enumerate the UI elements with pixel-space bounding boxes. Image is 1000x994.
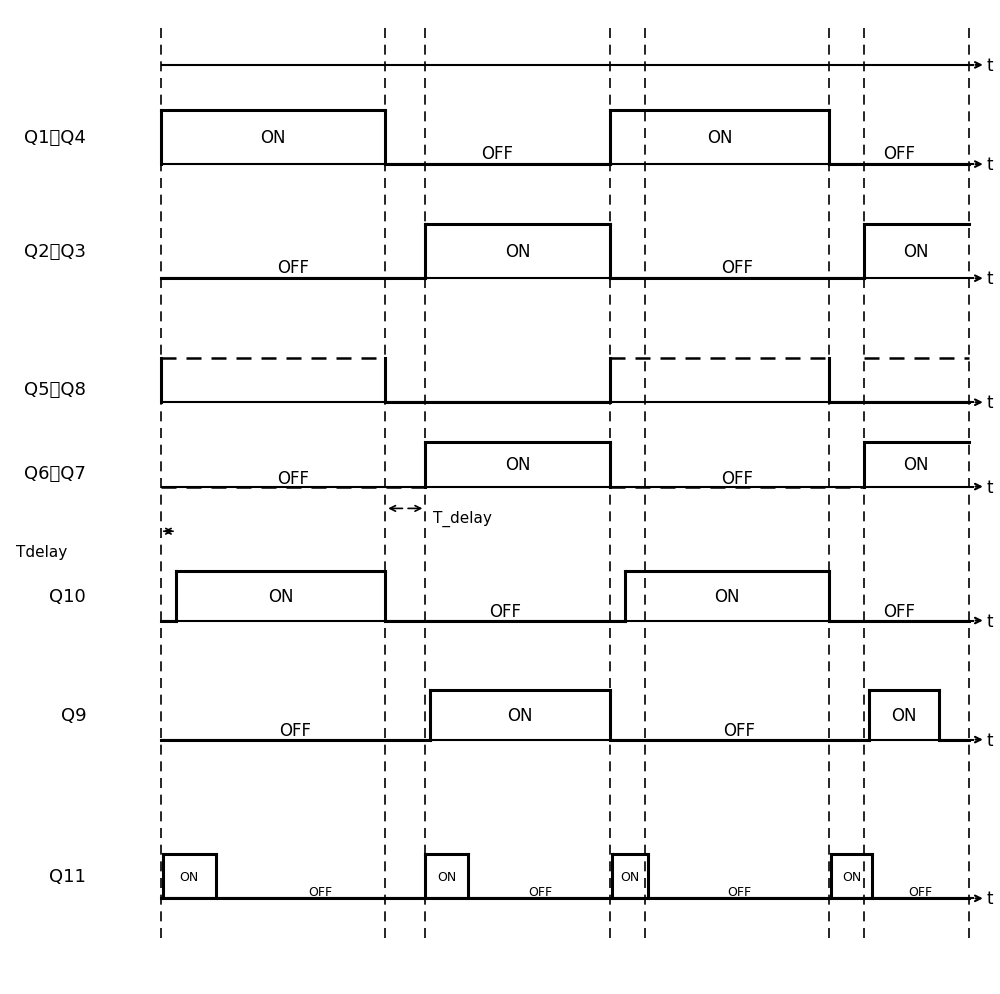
Text: ON: ON [904,456,929,474]
Text: OFF: OFF [727,886,751,899]
Text: t: t [987,612,993,630]
Text: OFF: OFF [723,721,755,739]
Text: OFF: OFF [482,145,514,163]
Text: ON: ON [437,870,456,883]
Text: OFF: OFF [908,886,932,899]
Text: t: t [987,478,993,496]
Text: OFF: OFF [489,602,521,620]
Text: Q5、Q8: Q5、Q8 [24,381,86,399]
Text: ON: ON [507,706,533,724]
Text: OFF: OFF [721,469,753,487]
Text: ON: ON [904,243,929,260]
Text: t: t [987,57,993,75]
Text: Tdelay: Tdelay [16,544,68,559]
Text: t: t [987,394,993,412]
Text: Q11: Q11 [49,867,86,885]
Text: t: t [987,156,993,174]
Text: ON: ON [842,870,861,883]
Text: OFF: OFF [883,145,915,163]
Text: OFF: OFF [721,259,753,277]
Text: Q6、Q7: Q6、Q7 [24,465,86,483]
Text: t: t [987,270,993,288]
Text: ON: ON [891,706,917,724]
Text: OFF: OFF [883,602,915,620]
Text: T_delay: T_delay [433,511,492,527]
Text: Q1、Q4: Q1、Q4 [24,128,86,147]
Text: ON: ON [505,456,530,474]
Text: Q10: Q10 [49,587,86,605]
Text: t: t [987,890,993,908]
Text: OFF: OFF [280,721,312,739]
Text: OFF: OFF [528,886,552,899]
Text: ON: ON [260,128,286,147]
Text: ON: ON [714,587,740,605]
Text: ON: ON [180,870,199,883]
Text: ON: ON [707,128,732,147]
Text: Q2、Q3: Q2、Q3 [24,243,86,260]
Text: ON: ON [620,870,639,883]
Text: OFF: OFF [308,886,333,899]
Text: t: t [987,731,993,748]
Text: OFF: OFF [277,259,309,277]
Text: ON: ON [505,243,530,260]
Text: OFF: OFF [277,469,309,487]
Text: ON: ON [268,587,293,605]
Text: Q9: Q9 [61,706,86,724]
